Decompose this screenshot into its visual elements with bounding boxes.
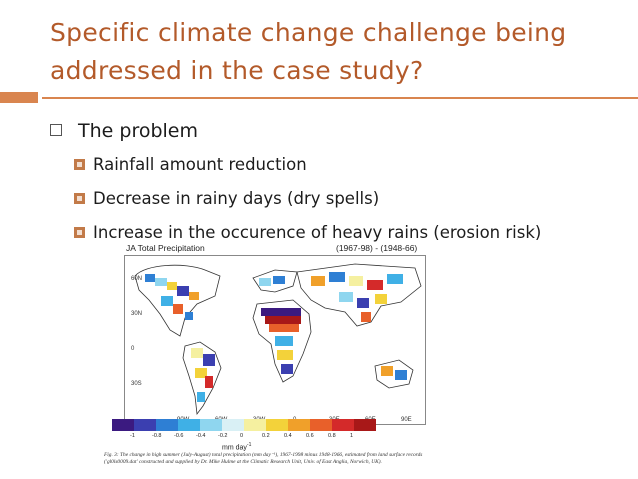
- square-bullet-icon: [74, 227, 85, 238]
- colorbar-swatch: [244, 419, 266, 431]
- subbullet-rainy-days: Decrease in rainy days (dry spells): [74, 189, 379, 208]
- colorbar-tick-label: -1: [130, 433, 135, 439]
- subbullet-text: Increase in the occurence of heavy rains…: [93, 223, 542, 242]
- figure-title: JA Total Precipitation: [126, 243, 205, 253]
- colorbar-tick-label: -0.6: [174, 433, 184, 439]
- slide-title: Specific climate change challenge being …: [50, 18, 567, 85]
- precipitation-map: 60N 30N 0 30S 90W 60W 30W 0 30E 60E 90E: [124, 255, 426, 425]
- colorbar-tick-label: 0.4: [284, 433, 292, 439]
- colorbar-tick-label: 0.6: [306, 433, 314, 439]
- lon-label: 90E: [401, 417, 412, 423]
- colorbar-swatch: [310, 419, 332, 431]
- colorbar: [112, 419, 376, 431]
- bullet-problem: The problem: [50, 120, 198, 142]
- colorbar-swatch: [288, 419, 310, 431]
- colorbar-unit: mm day-1: [222, 442, 252, 452]
- colorbar-tick-label: 0.8: [328, 433, 336, 439]
- colorbar-ticks: -1 -0.8 -0.6 -0.4 -0.2 0 0.2 0.4 0.6 0.8 1: [122, 433, 412, 442]
- colorbar-swatch: [200, 419, 222, 431]
- lat-label: 30N: [131, 311, 143, 317]
- world-map-image: [134, 263, 422, 416]
- subbullet-text: Decrease in rainy days (dry spells): [93, 189, 380, 208]
- title-rule-accent: [0, 92, 38, 103]
- lat-label: 60N: [131, 276, 143, 282]
- colorbar-swatch: [354, 419, 376, 431]
- colorbar-tick-label: -0.2: [218, 433, 228, 439]
- subbullet-heavy-rains: Increase in the occurence of heavy rains…: [74, 223, 541, 242]
- square-bullet-icon: [74, 193, 85, 204]
- square-bullet-icon: [74, 159, 85, 170]
- colorbar-swatch: [222, 419, 244, 431]
- figure-caption: Fig. 3: The change in high summer (July-…: [104, 452, 423, 465]
- colorbar-tick-label: 1: [350, 433, 354, 439]
- colorbar-swatch: [156, 419, 178, 431]
- lat-label: 30S: [131, 381, 142, 387]
- colorbar-tick-label: -0.8: [152, 433, 162, 439]
- precipitation-figure: JA Total Precipitation (1967-98) - (1948…: [104, 243, 464, 479]
- lat-label: 0: [131, 346, 135, 352]
- colorbar-tick-label: 0.2: [262, 433, 270, 439]
- colorbar-tick-label: -0.4: [196, 433, 206, 439]
- subbullet-text: Rainfall amount reduction: [93, 155, 307, 174]
- subbullet-rainfall: Rainfall amount reduction: [74, 155, 307, 174]
- colorbar-swatch: [112, 419, 134, 431]
- colorbar-tick-label: 0: [240, 433, 244, 439]
- unit-text: mm day: [222, 444, 247, 452]
- colorbar-swatch: [332, 419, 354, 431]
- colorbar-swatch: [266, 419, 288, 431]
- colorbar-swatch: [178, 419, 200, 431]
- figure-period: (1967-98) - (1948-66): [336, 243, 418, 253]
- colorbar-swatch: [134, 419, 156, 431]
- title-rule: [42, 97, 638, 99]
- bullet-text: The problem: [78, 120, 198, 142]
- square-bullet-icon: [50, 124, 62, 136]
